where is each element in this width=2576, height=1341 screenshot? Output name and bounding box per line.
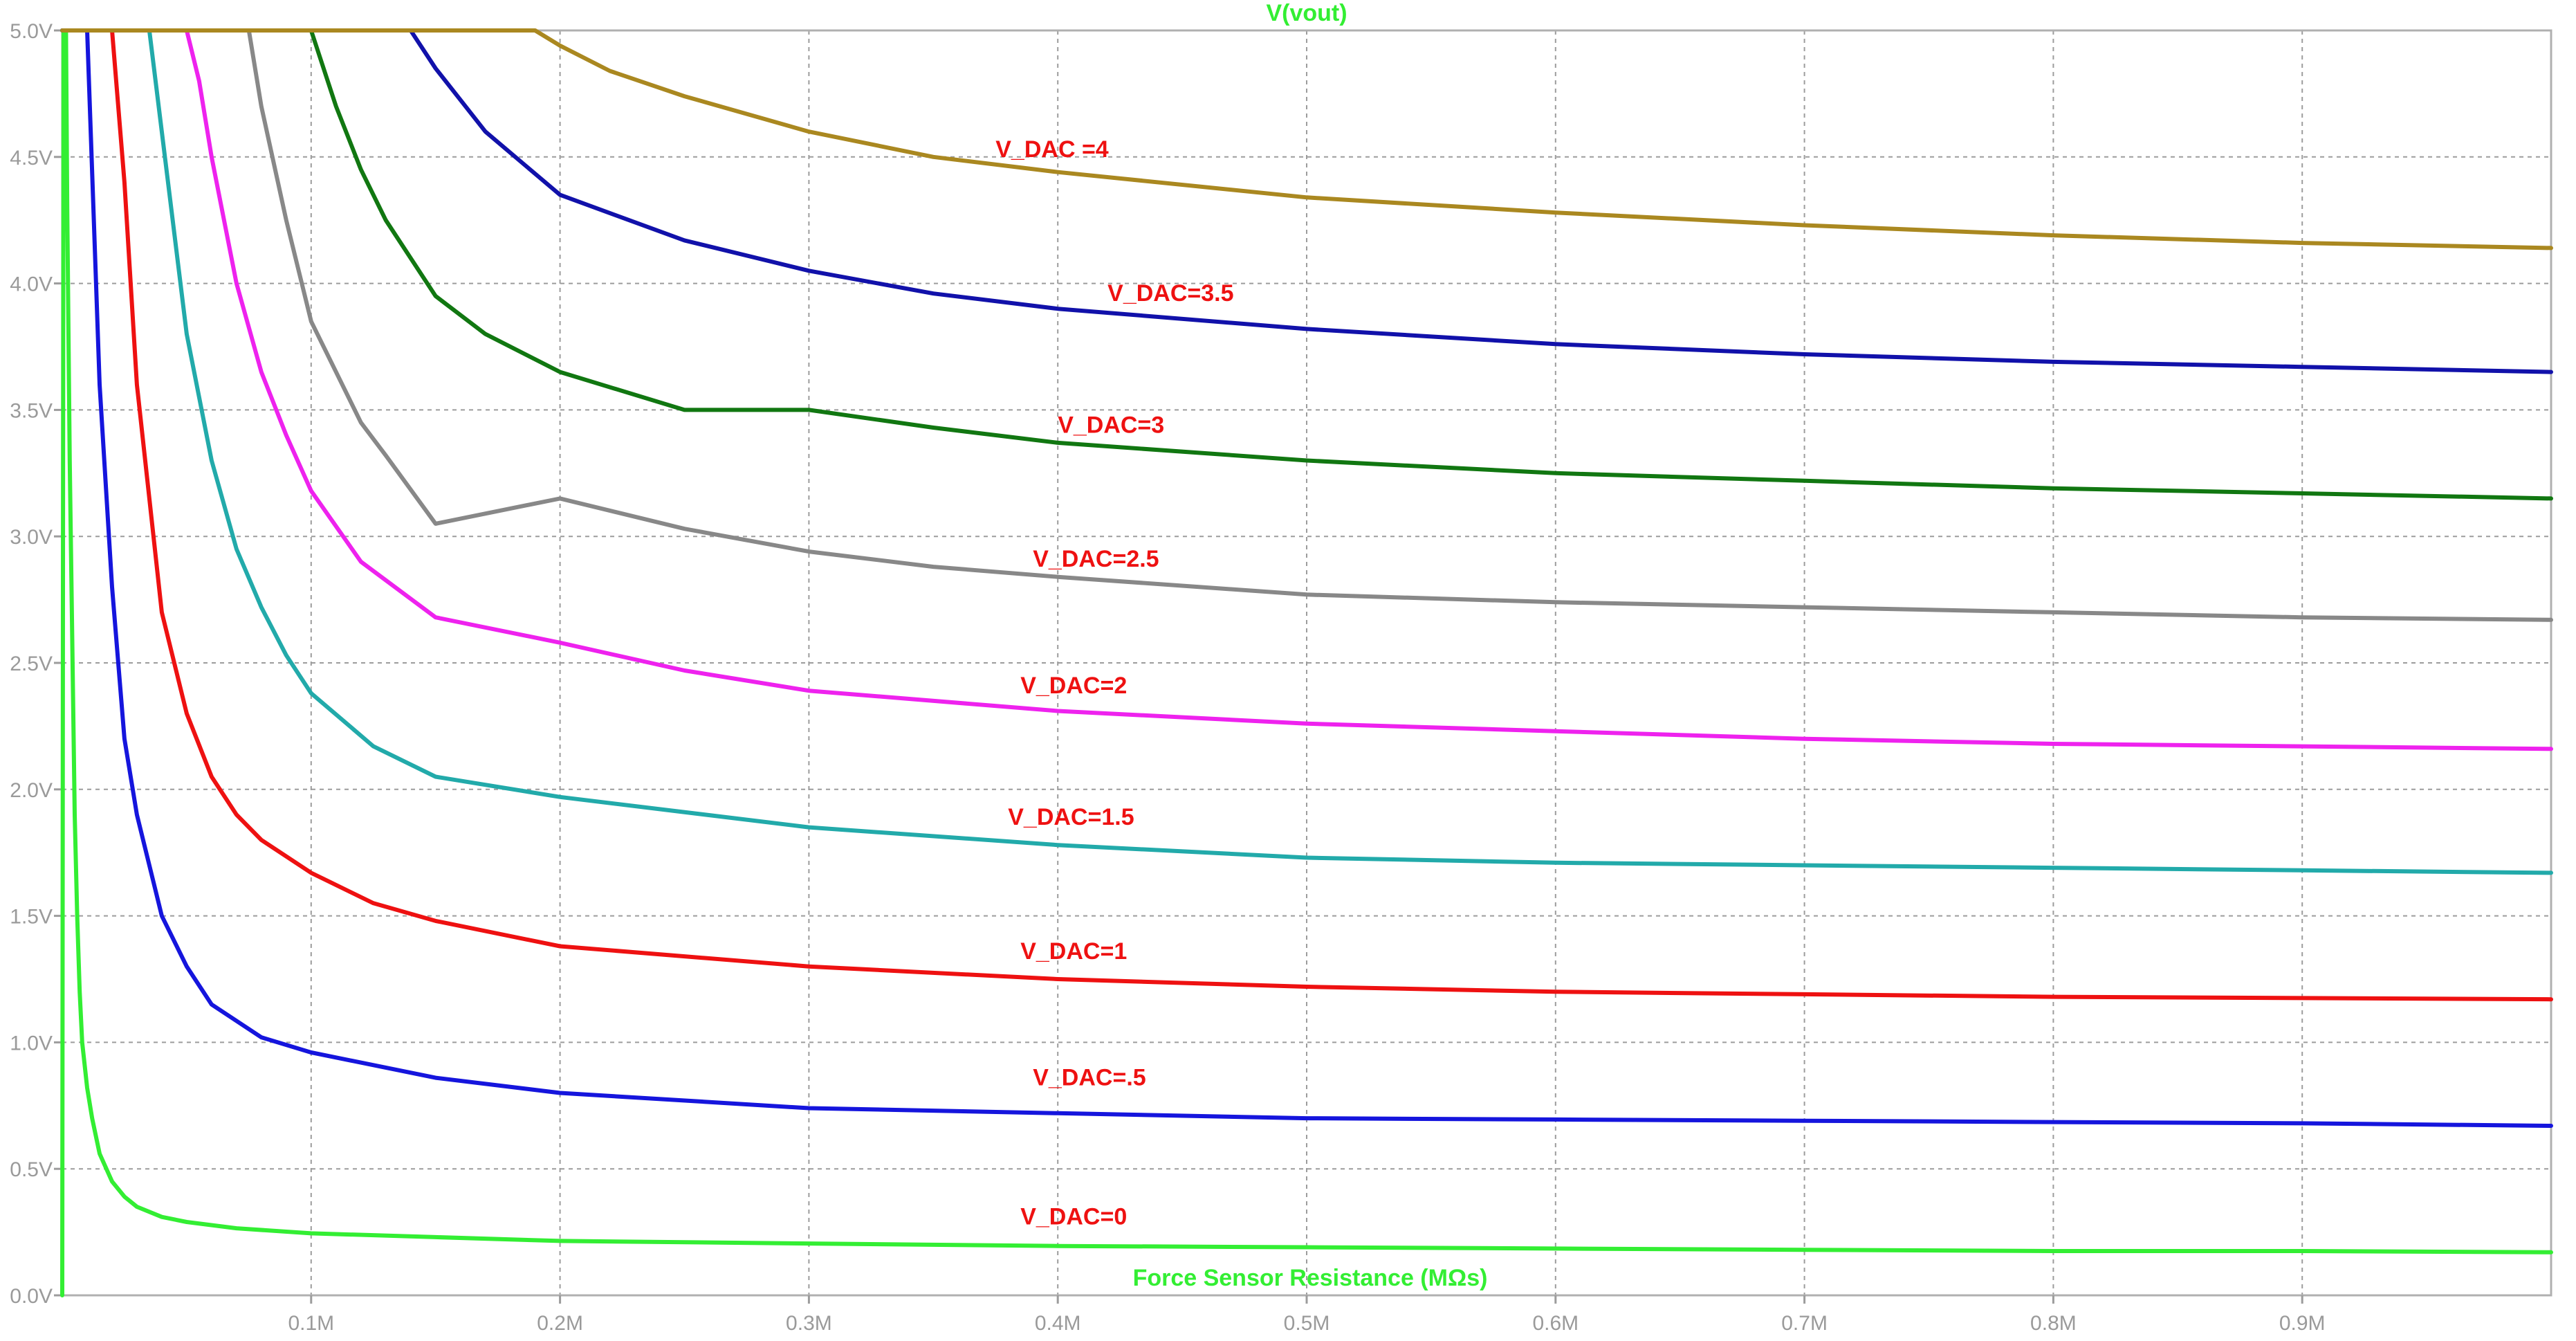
series-line-8	[60, 28, 2553, 250]
series	[60, 28, 2553, 1297]
y-tick-label: 3.5V	[10, 399, 53, 422]
series-label-7: V_DAC=3.5	[1107, 280, 1233, 307]
series-line-7	[60, 28, 2553, 374]
series-line-3	[60, 28, 2553, 875]
series-line-4	[60, 28, 2553, 751]
x-tick-label: 0.2M	[537, 1312, 583, 1335]
x-tick-label: 0.8M	[2030, 1312, 2077, 1335]
x-tick-label: 0.5M	[1284, 1312, 1330, 1335]
series-label-4: V_DAC=2	[1020, 673, 1127, 699]
series-label-0: V_DAC=0	[1020, 1204, 1127, 1230]
series-label-6: V_DAC=3	[1058, 412, 1164, 438]
x-tick-label: 0.1M	[288, 1312, 334, 1335]
y-tick-label: 4.5V	[10, 147, 53, 170]
series-label-1: V_DAC=.5	[1033, 1065, 1146, 1091]
chart-title: V(vout)	[1266, 0, 1347, 26]
x-axis-label: Force Sensor Resistance (MΩs)	[1133, 1265, 1488, 1291]
series-line-2	[60, 28, 2553, 1002]
y-tick-label: 1.0V	[10, 1032, 53, 1055]
x-tick-label: 0.7M	[1781, 1312, 1828, 1335]
y-tick-label: 4.0V	[10, 273, 53, 296]
series-label-3: V_DAC=1.5	[1008, 804, 1134, 830]
series-label-8: V_DAC =4	[995, 136, 1109, 163]
y-tick-label: 1.5V	[10, 906, 53, 929]
axis-ticks: 0.1M 0.2M 0.3M 0.4M 0.5M 0.6M 0.7M 0.8M 0.9M 0.0V…	[10, 20, 2325, 1335]
y-tick-label: 0.0V	[10, 1285, 53, 1308]
series-line-6	[60, 28, 2553, 501]
series-label-5: V_DAC=2.5	[1033, 546, 1159, 572]
y-tick-label: 2.0V	[10, 779, 53, 802]
x-tick-label: 0.9M	[2279, 1312, 2326, 1335]
y-tick-label: 3.0V	[10, 526, 53, 549]
y-tick-label: 2.5V	[10, 653, 53, 675]
series-labels: V_DAC=0 V_DAC=.5 V_DAC=1 V_DAC=1.5 V_DAC=2 V_…	[995, 136, 1233, 1230]
y-tick-label: 0.5V	[10, 1158, 53, 1181]
x-tick-label: 0.6M	[1532, 1312, 1579, 1335]
series-line-0	[60, 28, 2553, 1297]
series-line-5	[60, 28, 2553, 622]
x-tick-label: 0.4M	[1035, 1312, 1081, 1335]
grid	[62, 30, 2551, 1295]
series-line-1	[60, 28, 2553, 1128]
series-label-2: V_DAC=1	[1020, 938, 1127, 965]
x-tick-label: 0.3M	[786, 1312, 832, 1335]
y-tick-label: 5.0V	[10, 20, 53, 43]
